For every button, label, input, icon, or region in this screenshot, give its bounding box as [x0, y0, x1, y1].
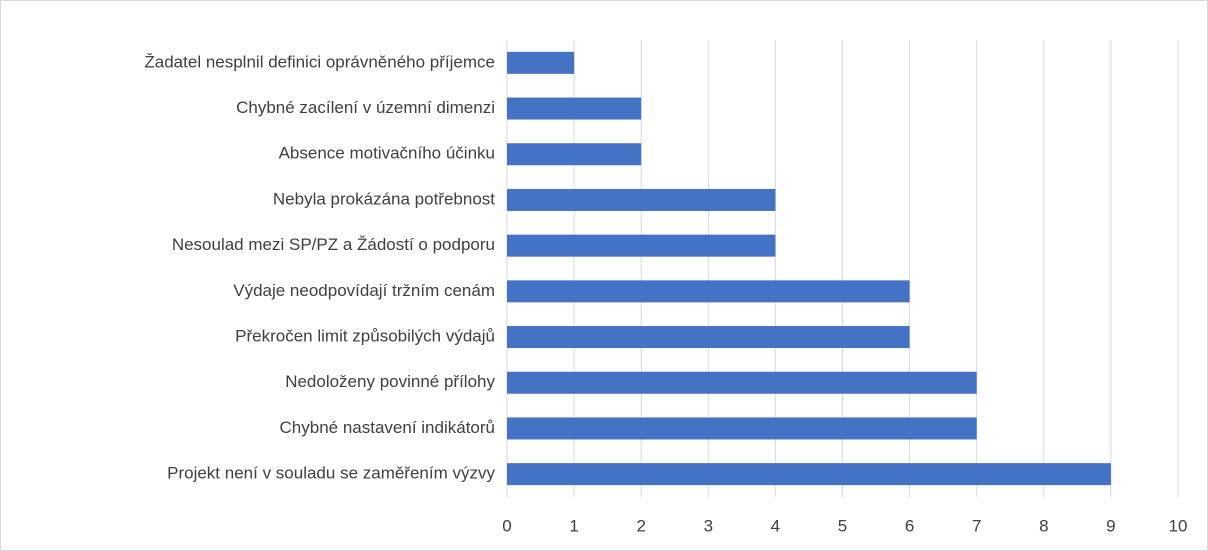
- y-tick-label: Výdaje neodpovídají tržním cenám: [233, 281, 495, 300]
- y-tick-label: Absence motivačního účinku: [279, 144, 495, 163]
- x-tick-label: 2: [636, 516, 645, 535]
- y-tick-label: Nebyla prokázána potřebnost: [273, 189, 495, 208]
- x-tick-label: 4: [771, 516, 780, 535]
- bar: [507, 51, 575, 74]
- bar: [507, 371, 977, 394]
- x-tick-label: 3: [704, 516, 713, 535]
- bar: [507, 234, 776, 257]
- y-tick-label: Chybné zacílení v územní dimenzi: [236, 98, 495, 117]
- y-tick-label: Žadatel nesplnil definici oprávněného př…: [144, 52, 495, 71]
- x-tick-label: 8: [1039, 516, 1048, 535]
- x-tick-label: 7: [972, 516, 981, 535]
- x-tick-label: 1: [569, 516, 578, 535]
- bar: [507, 280, 910, 303]
- x-tick-label: 10: [1169, 516, 1188, 535]
- bar: [507, 143, 642, 166]
- bar: [507, 97, 642, 120]
- bar: [507, 326, 910, 349]
- y-tick-label: Chybné nastavení indikátorů: [280, 418, 495, 437]
- x-tick-label: 9: [1106, 516, 1115, 535]
- x-tick-label: 0: [502, 516, 511, 535]
- y-tick-label: Nesoulad mezi SP/PZ a Žádostí o podporu: [172, 235, 495, 254]
- x-tick-label: 5: [838, 516, 847, 535]
- y-tick-label: Překročen limit způsobilých výdajů: [235, 327, 495, 346]
- bar: [507, 463, 1111, 486]
- x-tick-label: 6: [905, 516, 914, 535]
- bar: [507, 417, 977, 440]
- y-tick-label: Projekt není v souladu se zaměřením výzv…: [167, 464, 495, 483]
- y-tick-label: Nedoloženy povinné přílohy: [285, 372, 495, 391]
- bar: [507, 188, 776, 211]
